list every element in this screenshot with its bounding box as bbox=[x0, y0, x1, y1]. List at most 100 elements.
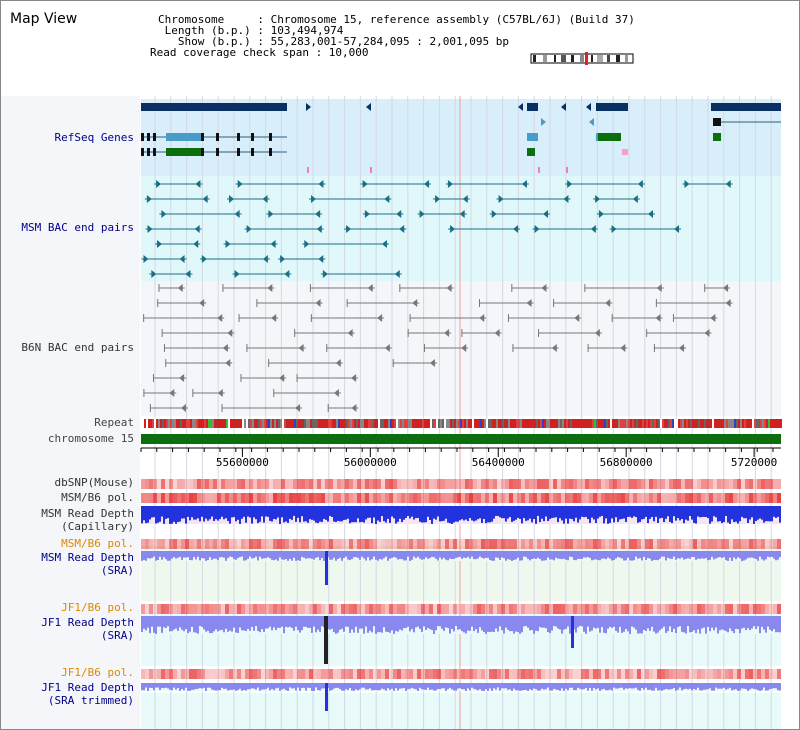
depth-bar bbox=[353, 616, 355, 633]
b6n-bac-end-pairs-label[interactable]: B6N BAC end pairs bbox=[21, 341, 134, 354]
depth-bar bbox=[227, 506, 229, 521]
depth-bar bbox=[583, 506, 585, 518]
depth-bar bbox=[365, 616, 367, 627]
depth-bar bbox=[207, 551, 209, 561]
msm-bac-end-pairs-label[interactable]: MSM BAC end pairs bbox=[21, 221, 134, 234]
depth-bar bbox=[357, 506, 359, 519]
depth-bar bbox=[485, 551, 487, 558]
depth-bar bbox=[391, 551, 393, 559]
heat-cell bbox=[353, 604, 357, 614]
depth-bar bbox=[603, 683, 605, 689]
heat-cell bbox=[145, 479, 149, 489]
heat-cell bbox=[221, 604, 225, 614]
depth-bar bbox=[699, 551, 701, 559]
depth-bar bbox=[471, 506, 473, 521]
heat-cell bbox=[717, 493, 721, 503]
heat-cell bbox=[437, 604, 441, 614]
heat-cell bbox=[389, 539, 393, 549]
heat-cell bbox=[481, 539, 485, 549]
repeat-element bbox=[618, 419, 620, 428]
repeat-element bbox=[354, 419, 356, 428]
repeat-element bbox=[412, 419, 414, 428]
depth-bar bbox=[305, 616, 307, 627]
heat-cell bbox=[385, 539, 389, 549]
depth-bar bbox=[647, 616, 649, 629]
heat-cell bbox=[397, 669, 401, 679]
depth-bar bbox=[753, 506, 755, 524]
heat-cell bbox=[145, 604, 149, 614]
depth-bar bbox=[365, 683, 367, 690]
depth-bar bbox=[639, 616, 641, 634]
depth-bar bbox=[747, 506, 749, 523]
repeat-element bbox=[720, 419, 722, 428]
depth-bar bbox=[399, 683, 401, 689]
depth-bar bbox=[691, 683, 693, 691]
depth-bar bbox=[701, 616, 703, 629]
depth-bar bbox=[457, 616, 459, 630]
depth-bar bbox=[689, 683, 691, 689]
depth-bar bbox=[449, 683, 451, 688]
bac-end-arrow bbox=[444, 329, 450, 337]
depth-bar bbox=[273, 506, 275, 519]
bac-end-arrow bbox=[494, 329, 500, 337]
depth-bar bbox=[579, 506, 581, 520]
repeat-element bbox=[324, 419, 326, 428]
depth-bar bbox=[239, 683, 241, 689]
depth-bar bbox=[715, 506, 717, 518]
heat-cell bbox=[277, 493, 281, 503]
heat-cell bbox=[757, 539, 761, 549]
bac-end-arrow bbox=[151, 270, 157, 278]
depth-bar bbox=[411, 683, 413, 688]
heat-cell bbox=[713, 479, 717, 489]
depth-bar bbox=[649, 506, 651, 519]
heat-cell bbox=[329, 669, 333, 679]
depth-bar bbox=[273, 616, 275, 628]
depth-bar bbox=[705, 616, 707, 634]
depth-bar bbox=[451, 616, 453, 630]
depth-bar bbox=[585, 683, 587, 688]
depth-bar bbox=[221, 616, 223, 630]
depth-bar bbox=[183, 506, 185, 519]
b6n-bac-end-pairs bbox=[143, 284, 733, 412]
heat-cell bbox=[205, 669, 209, 679]
depth-bar bbox=[739, 683, 741, 691]
heat-cell bbox=[425, 604, 429, 614]
depth-bar bbox=[449, 551, 451, 559]
repeat-element bbox=[362, 419, 364, 428]
heat-cell bbox=[633, 493, 637, 503]
depth-bar bbox=[173, 551, 175, 558]
repeat-element bbox=[392, 419, 394, 428]
repeat-element bbox=[148, 419, 150, 428]
depth-bar bbox=[413, 506, 415, 520]
repeat-element bbox=[620, 419, 622, 428]
ideogram-band bbox=[607, 55, 610, 62]
refseq-genes-label[interactable]: RefSeq Genes bbox=[54, 131, 134, 144]
heat-cell bbox=[345, 493, 349, 503]
bac-end-tick bbox=[507, 314, 509, 322]
depth-bar bbox=[265, 506, 267, 517]
depth-bar bbox=[217, 616, 219, 632]
repeat-element bbox=[666, 419, 668, 428]
repeat-element bbox=[616, 419, 618, 428]
depth-bar bbox=[211, 683, 213, 690]
depth-bar bbox=[289, 506, 291, 519]
bac-end-arrow bbox=[598, 210, 604, 218]
heat-cell bbox=[653, 539, 657, 549]
depth-bar bbox=[677, 683, 679, 690]
depth-bar bbox=[573, 506, 575, 522]
heat-cell bbox=[565, 539, 569, 549]
heat-cell bbox=[645, 604, 649, 614]
depth-bar bbox=[169, 506, 171, 524]
heat-cell bbox=[341, 604, 345, 614]
heat-cell bbox=[593, 493, 597, 503]
depth-bar bbox=[663, 551, 665, 557]
heat-cell bbox=[413, 539, 417, 549]
msm-b6-pol-sra-strip bbox=[141, 539, 781, 549]
heat-cell bbox=[385, 493, 389, 503]
heat-cell bbox=[461, 604, 465, 614]
depth-bar bbox=[643, 506, 645, 519]
bac-end-arrow bbox=[567, 180, 573, 188]
depth-bar bbox=[253, 683, 255, 689]
depth-bar bbox=[153, 616, 155, 633]
